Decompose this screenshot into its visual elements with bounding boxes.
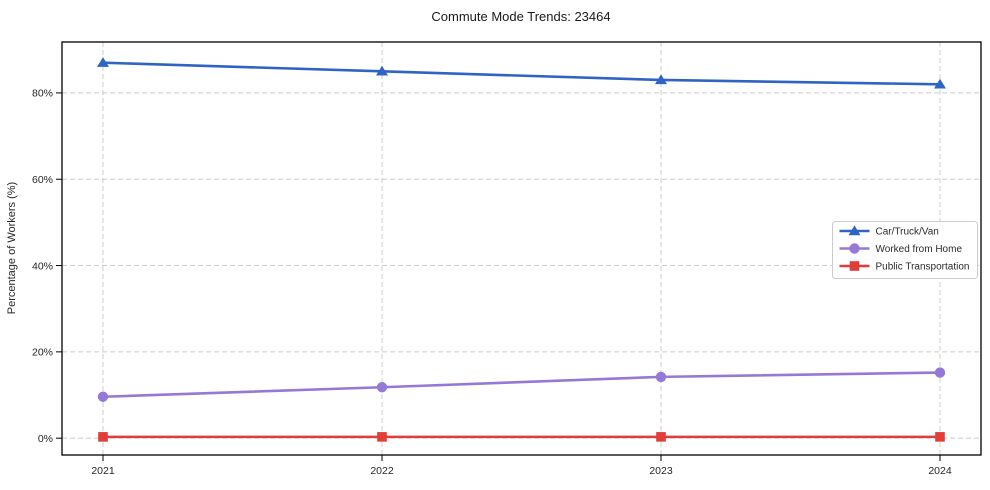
y-tick-label: 60% — [32, 174, 53, 186]
legend: Car/Truck/Van Worked from Home Public Tran… — [832, 221, 978, 279]
marker-triangle-car-truck-van — [97, 57, 109, 67]
axes-layer: 0% 20% 40% 60% 80% 2021 2022 2023 2024 — [32, 41, 982, 477]
legend-marker-circle — [849, 243, 860, 254]
legend-marker-triangle — [848, 225, 861, 236]
chart-title: Commute Mode Trends: 23464 — [431, 9, 610, 24]
legend-item-label: Public Transportation — [876, 262, 970, 273]
y-axis-label: Percentage of Workers (%) — [6, 182, 18, 314]
y-tick-label: 40% — [32, 260, 53, 272]
marker-circle-worked-from-home — [97, 391, 109, 402]
legend-marker-square — [849, 261, 860, 271]
series-layer — [97, 57, 946, 442]
series-line-worked-from-home — [101, 371, 942, 399]
marker-triangle-car-truck-van — [376, 65, 388, 76]
series-line-car-truck-van — [101, 61, 942, 86]
legend-item-label: Worked from Home — [876, 244, 963, 255]
marker-triangle-car-truck-van — [655, 74, 667, 85]
y-tick-label: 80% — [32, 88, 53, 100]
x-tick-label: 2021 — [91, 465, 115, 477]
x-tick-label: 2023 — [649, 465, 673, 477]
marker-square-public-transportation — [656, 432, 666, 442]
marker-circle-worked-from-home — [655, 371, 667, 383]
legend-box — [832, 221, 978, 279]
y-tick-label: 0% — [38, 433, 53, 445]
x-tick-label: 2022 — [370, 465, 394, 477]
marker-square-public-transportation — [98, 432, 108, 442]
marker-square-public-transportation — [377, 432, 387, 442]
y-tick-label: 20% — [32, 347, 53, 359]
marker-triangle-car-truck-van — [934, 78, 946, 89]
marker-circle-worked-from-home — [376, 382, 388, 393]
legend-item-label: Car/Truck/Van — [876, 227, 939, 238]
marker-square-public-transportation — [935, 432, 945, 442]
marker-circle-worked-from-home — [934, 367, 946, 378]
plot-border — [61, 41, 982, 456]
x-tick-label: 2024 — [928, 465, 952, 477]
